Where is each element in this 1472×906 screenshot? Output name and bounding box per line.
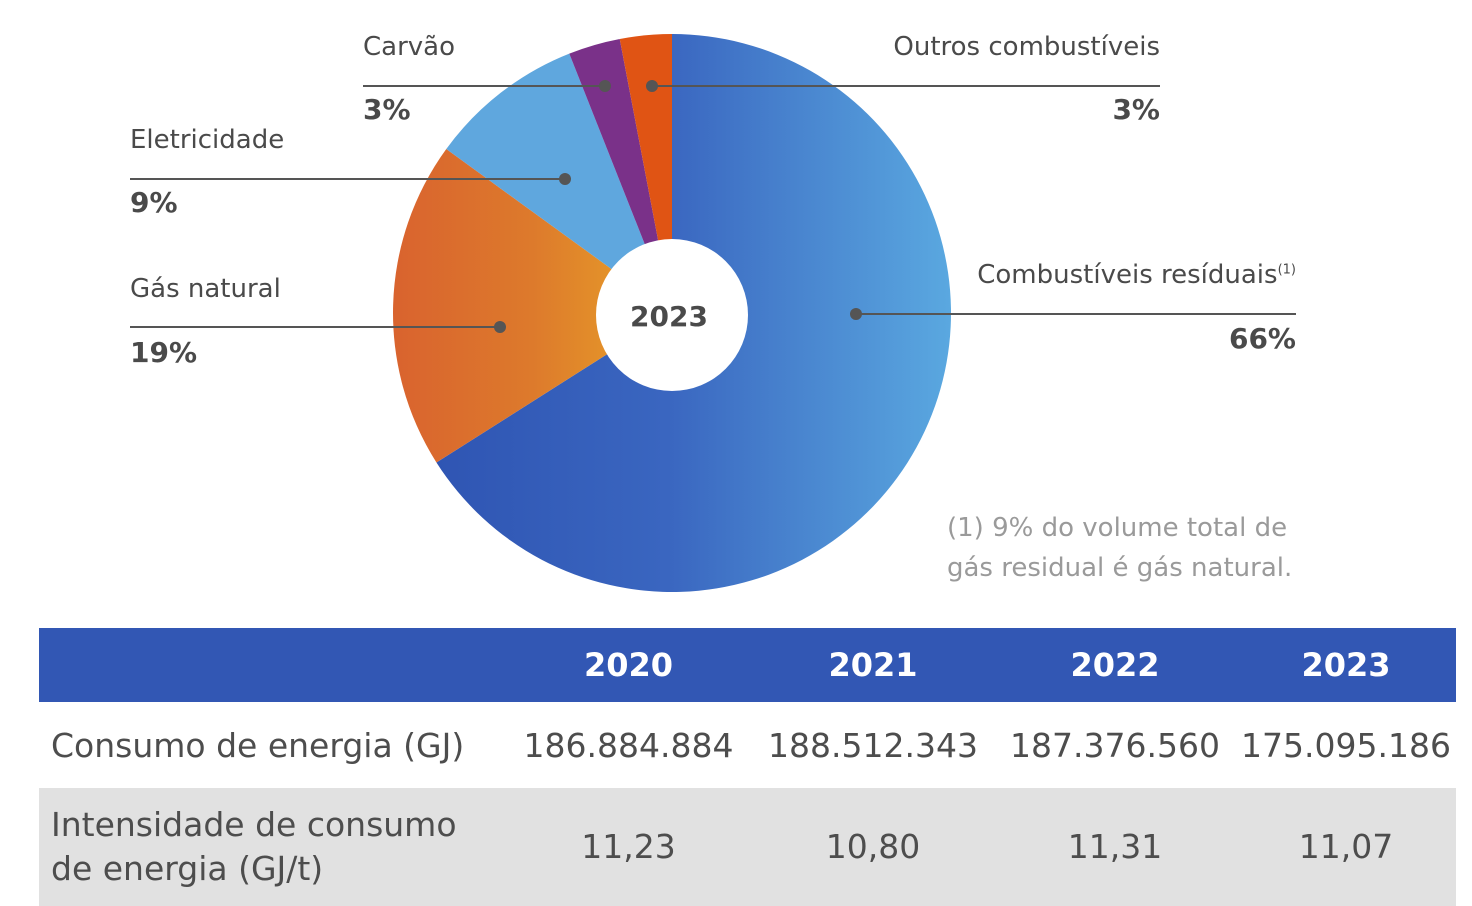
- pie-svg: 2023: [130, 34, 1296, 593]
- table-cell: 175.095.186: [1236, 702, 1456, 788]
- table-cell: 187.376.560: [994, 702, 1236, 788]
- energy-consumption-table: 2020 2021 2022 2023 Consumo de energia (…: [39, 628, 1456, 906]
- table-cell: 11,23: [505, 788, 752, 906]
- slice-label-gas-natural: Gás natural: [130, 274, 281, 304]
- table-cell: 11,31: [994, 788, 1236, 906]
- table-cell: 10,80: [752, 788, 994, 906]
- slice-value-outros: 3%: [1112, 93, 1160, 126]
- callout-dot-eletricidade: [559, 173, 571, 185]
- slice-label-combustiveis-residuais-text: Combustíveis resíduais: [977, 260, 1278, 290]
- footnote-marker: (1): [1277, 262, 1296, 278]
- pie-center-hole: [596, 239, 748, 391]
- chart-footnote: (1) 9% do volume total de gás residual é…: [947, 513, 1293, 583]
- row-label-energy-intensity: Intensidade de consumo de energia (GJ/t): [39, 788, 505, 906]
- slice-label-combustiveis-residuais: Combustíveis resíduais(1): [977, 260, 1296, 290]
- slice-value-gas-natural: 19%: [130, 336, 198, 369]
- table-header-row: 2020 2021 2022 2023: [39, 628, 1456, 702]
- table-header-2022: 2022: [994, 628, 1236, 702]
- table-header-2023: 2023: [1236, 628, 1456, 702]
- slice-value-carvao: 3%: [363, 93, 411, 126]
- callout-dot-gas-natural: [494, 321, 506, 333]
- pie-slice-eletricidade: [446, 53, 672, 314]
- callout-dot-outros: [646, 80, 658, 92]
- slice-label-outros: Outros combustíveis: [893, 32, 1160, 62]
- pie-slice-gas-natural: [393, 149, 672, 463]
- callout-dot-carvao: [599, 80, 611, 92]
- table-header-2020: 2020: [505, 628, 752, 702]
- slice-label-carvao: Carvão: [363, 32, 456, 62]
- slice-value-eletricidade: 9%: [130, 186, 178, 219]
- slice-value-combustiveis-residuais: 66%: [1228, 322, 1296, 355]
- row-label-energy-consumption: Consumo de energia (GJ): [39, 702, 505, 788]
- callout-dot-combustiveis-residuais: [850, 308, 862, 320]
- table-header-2021: 2021: [752, 628, 994, 702]
- table-row: Intensidade de consumo de energia (GJ/t)…: [39, 788, 1456, 906]
- energy-pie-chart: 2023 Carvão 3% Outros combustíveis 3% El…: [130, 32, 1296, 593]
- table-cell: 11,07: [1236, 788, 1456, 906]
- table-cell: 188.512.343: [752, 702, 994, 788]
- table-row: Consumo de energia (GJ) 186.884.884 188.…: [39, 702, 1456, 788]
- table-cell: 186.884.884: [505, 702, 752, 788]
- slice-label-eletricidade: Eletricidade: [130, 125, 285, 155]
- pie-center-label: 2023: [630, 300, 708, 333]
- table-header-blank: [39, 628, 505, 702]
